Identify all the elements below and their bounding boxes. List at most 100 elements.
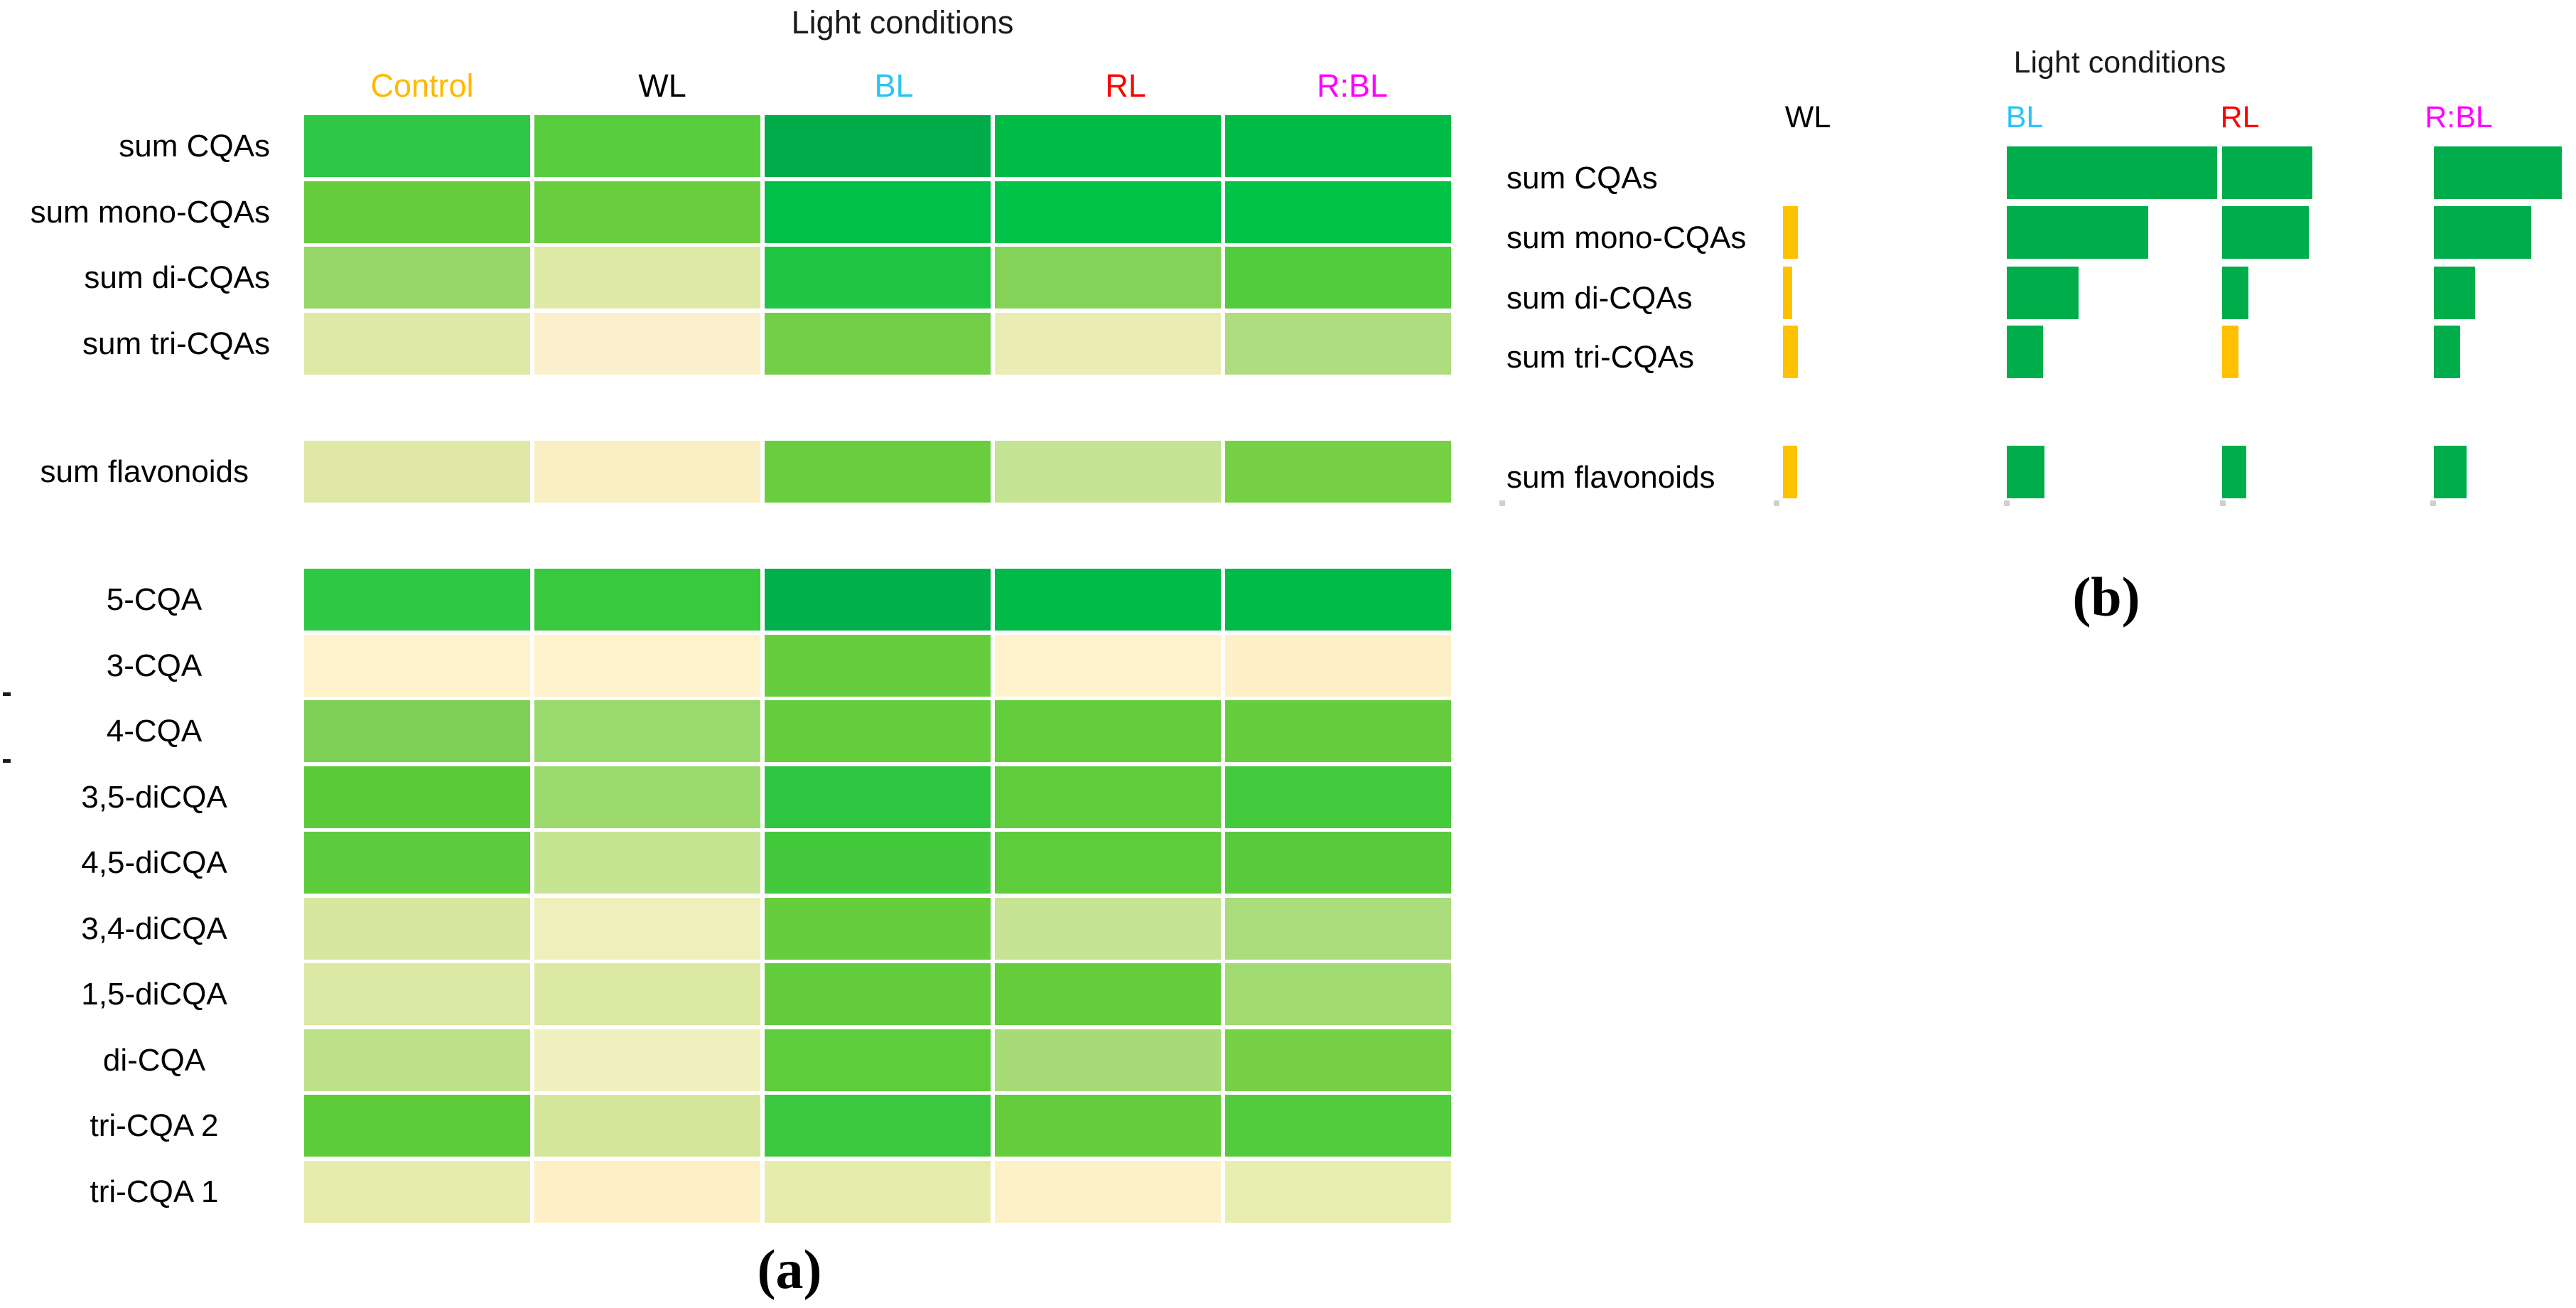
- row-label-1-5-dicqa: 1,5-diCQA: [81, 976, 227, 1012]
- panel-a-caption: (a): [757, 1238, 822, 1300]
- row-label-4-cqa: 4-CQA: [106, 713, 203, 749]
- panel-b-title: Light conditions: [2013, 45, 2226, 80]
- heatmap-cell: [765, 181, 991, 243]
- bar-rl-sum-tri-cqas: [2222, 326, 2238, 378]
- heatmap-cell: [995, 247, 1221, 309]
- heatmap-cell: [534, 898, 760, 960]
- heatmap-cell: [995, 766, 1221, 828]
- heatmap-cell: [1225, 247, 1451, 309]
- heatmap-cell: [1225, 1161, 1451, 1223]
- axis-tick: [2004, 500, 2010, 506]
- heatmap-cell: [765, 635, 991, 697]
- bar-r-bl-sum-di-cqas: [2434, 267, 2475, 319]
- axis-tick: [2220, 500, 2226, 506]
- row-label-sum-tri-cqas: sum tri-CQAs: [1507, 340, 1694, 375]
- heatmap-cell: [995, 181, 1221, 243]
- heatmap-cell: [534, 1161, 760, 1223]
- heatmap-cell: [534, 181, 760, 243]
- column-label-r-bl: R:BL: [1316, 68, 1389, 104]
- row-label-di-cqa: di-CQA: [102, 1042, 206, 1078]
- row-label-sum-di-cqas: sum di-CQAs: [1507, 281, 1693, 316]
- heatmap-cell: [1225, 1029, 1451, 1091]
- heatmap-cell: [534, 766, 760, 828]
- row-label-3-cqa: 3-CQA: [106, 648, 203, 683]
- stray-dash: [3, 692, 11, 696]
- heatmap-cell: [995, 1095, 1221, 1157]
- bar-wl-sum-mono-cqas: [1783, 206, 1798, 259]
- row-label-sum-cqas: sum CQAs: [119, 128, 270, 164]
- heatmap-cell: [534, 441, 760, 503]
- heatmap-cell: [534, 832, 760, 894]
- column-label-rl: RL: [2220, 100, 2260, 134]
- heatmap-cell: [304, 441, 530, 503]
- bar-rl-sum-flavonoids: [2222, 446, 2246, 498]
- axis-tick: [1499, 500, 1505, 506]
- heatmap-cell: [304, 1095, 530, 1157]
- heatmap-cell: [765, 313, 991, 375]
- axis-tick: [2430, 500, 2436, 506]
- heatmap-cell: [765, 1161, 991, 1223]
- heatmap-cell: [995, 963, 1221, 1025]
- bar-bl-sum-flavonoids: [2007, 446, 2044, 498]
- heatmap-cell: [534, 1029, 760, 1091]
- bar-bl-sum-cqas: [2007, 146, 2217, 199]
- heatmap-cell: [765, 832, 991, 894]
- heatmap-cell: [1225, 1095, 1451, 1157]
- row-label-5-cqa: 5-CQA: [106, 581, 203, 617]
- panel-b-caption: (b): [2072, 566, 2140, 628]
- heatmap-cell: [765, 569, 991, 631]
- bar-rl-sum-cqas: [2222, 146, 2312, 199]
- heatmap-cell: [765, 766, 991, 828]
- row-label-sum-flavonoids: sum flavonoids: [1507, 460, 1715, 495]
- heatmap-cell: [765, 963, 991, 1025]
- heatmap-cell: [1225, 832, 1451, 894]
- heatmap-cell: [304, 115, 530, 177]
- heatmap-cell: [995, 832, 1221, 894]
- heatmap-cell: [304, 1029, 530, 1091]
- heatmap-cell: [765, 115, 991, 177]
- column-label-bl: BL: [2005, 100, 2044, 134]
- heatmap-cell: [534, 313, 760, 375]
- heatmap-cell: [765, 1029, 991, 1091]
- heatmap-cell: [995, 898, 1221, 960]
- heatmap-cell: [304, 635, 530, 697]
- heatmap-cell: [534, 963, 760, 1025]
- bar-r-bl-sum-flavonoids: [2434, 446, 2467, 498]
- column-label-bl: BL: [874, 68, 914, 104]
- heatmap-cell: [534, 569, 760, 631]
- heatmap-cell: [304, 247, 530, 309]
- row-label-sum-flavonoids: sum flavonoids: [40, 454, 249, 489]
- stray-dash: [3, 759, 11, 763]
- heatmap-cell: [534, 247, 760, 309]
- heatmap-cell: [1225, 115, 1451, 177]
- column-label-r-bl: R:BL: [2425, 100, 2493, 134]
- bar-wl-sum-di-cqas: [1783, 267, 1792, 319]
- heatmap-cell: [534, 115, 760, 177]
- row-label-3-4-dicqa: 3,4-diCQA: [81, 911, 227, 946]
- bar-r-bl-sum-tri-cqas: [2434, 326, 2460, 378]
- heatmap-cell: [304, 832, 530, 894]
- heatmap-cell: [534, 1095, 760, 1157]
- heatmap-cell: [765, 700, 991, 762]
- heatmap-cell: [304, 963, 530, 1025]
- heatmap-cell: [995, 115, 1221, 177]
- row-label-4-5-dicqa: 4,5-diCQA: [81, 845, 227, 880]
- heatmap-cell: [995, 441, 1221, 503]
- bar-rl-sum-di-cqas: [2222, 267, 2248, 319]
- heatmap-cell: [995, 1029, 1221, 1091]
- heatmap-cell: [534, 700, 760, 762]
- axis-tick: [1774, 500, 1779, 506]
- heatmap-cell: [995, 700, 1221, 762]
- heatmap-cell: [995, 635, 1221, 697]
- bar-rl-sum-mono-cqas: [2222, 206, 2309, 259]
- bar-bl-sum-di-cqas: [2007, 267, 2079, 319]
- heatmap-cell: [304, 1161, 530, 1223]
- panel-a-title: Light conditions: [791, 4, 1014, 41]
- heatmap-cell: [1225, 635, 1451, 697]
- heatmap-cell: [1225, 181, 1451, 243]
- heatmap-cell: [304, 700, 530, 762]
- heatmap-cell: [765, 441, 991, 503]
- heatmap-cell: [1225, 700, 1451, 762]
- heatmap-cell: [304, 898, 530, 960]
- heatmap-cell: [534, 635, 760, 697]
